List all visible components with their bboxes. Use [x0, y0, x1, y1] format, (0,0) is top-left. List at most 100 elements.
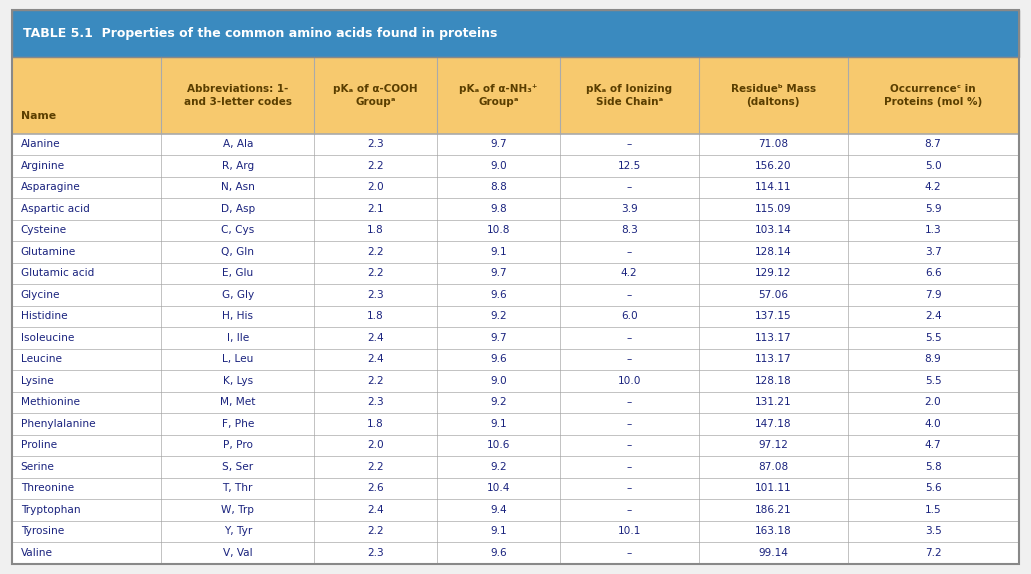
- Text: A, Ala: A, Ala: [223, 139, 253, 149]
- Text: 113.17: 113.17: [755, 333, 792, 343]
- Text: 10.4: 10.4: [487, 483, 510, 494]
- Text: 4.2: 4.2: [925, 183, 941, 192]
- Text: Alanine: Alanine: [21, 139, 60, 149]
- Text: –: –: [627, 355, 632, 364]
- Text: T, Thr: T, Thr: [223, 483, 253, 494]
- Text: pKₐ of α-NH₃⁺
Groupᵃ: pKₐ of α-NH₃⁺ Groupᵃ: [459, 84, 537, 107]
- Text: –: –: [627, 505, 632, 515]
- Text: Isoleucine: Isoleucine: [21, 333, 74, 343]
- Text: 2.4: 2.4: [925, 312, 941, 321]
- Text: 9.6: 9.6: [490, 355, 506, 364]
- Text: Histidine: Histidine: [21, 312, 67, 321]
- Text: 8.9: 8.9: [925, 355, 941, 364]
- Text: Proline: Proline: [21, 440, 57, 451]
- Text: Glycine: Glycine: [21, 290, 60, 300]
- Text: 7.2: 7.2: [925, 548, 941, 558]
- Text: L, Leu: L, Leu: [222, 355, 254, 364]
- Text: 9.1: 9.1: [490, 419, 506, 429]
- Text: 9.6: 9.6: [490, 290, 506, 300]
- Text: 147.18: 147.18: [755, 419, 792, 429]
- Text: I, Ile: I, Ile: [227, 333, 248, 343]
- Text: 5.0: 5.0: [925, 161, 941, 171]
- Text: Serine: Serine: [21, 462, 55, 472]
- Text: 2.3: 2.3: [367, 139, 384, 149]
- Text: Cysteine: Cysteine: [21, 226, 67, 235]
- Text: 5.6: 5.6: [925, 483, 941, 494]
- Text: 2.4: 2.4: [367, 333, 384, 343]
- Text: 6.6: 6.6: [925, 269, 941, 278]
- Text: Y, Tyr: Y, Tyr: [224, 526, 252, 537]
- Text: 2.0: 2.0: [367, 440, 384, 451]
- Text: 97.12: 97.12: [758, 440, 788, 451]
- Text: –: –: [627, 397, 632, 408]
- Text: 2.1: 2.1: [367, 204, 384, 214]
- Text: 115.09: 115.09: [755, 204, 792, 214]
- Text: 7.9: 7.9: [925, 290, 941, 300]
- Text: 8.7: 8.7: [925, 139, 941, 149]
- Text: 4.7: 4.7: [925, 440, 941, 451]
- Text: 57.06: 57.06: [758, 290, 788, 300]
- Text: G, Gly: G, Gly: [222, 290, 254, 300]
- Text: Q, Gln: Q, Gln: [222, 247, 255, 257]
- Text: 131.21: 131.21: [755, 397, 792, 408]
- Text: 2.2: 2.2: [367, 161, 384, 171]
- Text: Valine: Valine: [21, 548, 53, 558]
- Text: –: –: [627, 419, 632, 429]
- Text: 2.6: 2.6: [367, 483, 384, 494]
- Text: 5.8: 5.8: [925, 462, 941, 472]
- Text: 10.6: 10.6: [487, 440, 510, 451]
- Text: 2.3: 2.3: [367, 290, 384, 300]
- Text: Tyrosine: Tyrosine: [21, 526, 64, 537]
- Text: 9.1: 9.1: [490, 247, 506, 257]
- Text: 9.0: 9.0: [490, 376, 507, 386]
- Text: –: –: [627, 483, 632, 494]
- Text: 10.0: 10.0: [618, 376, 641, 386]
- Text: –: –: [627, 333, 632, 343]
- Text: –: –: [627, 183, 632, 192]
- Text: 113.17: 113.17: [755, 355, 792, 364]
- Text: 1.3: 1.3: [925, 226, 941, 235]
- Text: –: –: [627, 290, 632, 300]
- Text: 9.8: 9.8: [490, 204, 507, 214]
- Text: 128.18: 128.18: [755, 376, 792, 386]
- Text: 12.5: 12.5: [618, 161, 641, 171]
- Text: 3.9: 3.9: [621, 204, 637, 214]
- Text: Glutamic acid: Glutamic acid: [21, 269, 94, 278]
- Text: 186.21: 186.21: [755, 505, 792, 515]
- Text: 137.15: 137.15: [755, 312, 792, 321]
- Text: 9.2: 9.2: [490, 312, 506, 321]
- Text: 114.11: 114.11: [755, 183, 792, 192]
- Text: E, Glu: E, Glu: [222, 269, 254, 278]
- Text: 103.14: 103.14: [755, 226, 792, 235]
- Text: Residueᵇ Mass
(daltons): Residueᵇ Mass (daltons): [731, 84, 816, 107]
- Text: 10.8: 10.8: [487, 226, 510, 235]
- Text: TABLE 5.1  Properties of the common amino acids found in proteins: TABLE 5.1 Properties of the common amino…: [23, 28, 497, 40]
- Text: 2.2: 2.2: [367, 526, 384, 537]
- Text: 5.5: 5.5: [925, 333, 941, 343]
- Text: 2.2: 2.2: [367, 462, 384, 472]
- Text: pKₐ of Ionizing
Side Chainᵃ: pKₐ of Ionizing Side Chainᵃ: [587, 84, 672, 107]
- Text: Aspartic acid: Aspartic acid: [21, 204, 90, 214]
- Text: 156.20: 156.20: [755, 161, 792, 171]
- Text: 2.2: 2.2: [367, 376, 384, 386]
- Text: 1.5: 1.5: [925, 505, 941, 515]
- Text: Abbreviations: 1-
and 3-letter codes: Abbreviations: 1- and 3-letter codes: [184, 84, 292, 107]
- Text: 9.1: 9.1: [490, 526, 506, 537]
- Text: 4.2: 4.2: [621, 269, 637, 278]
- Text: –: –: [627, 139, 632, 149]
- Text: P, Pro: P, Pro: [223, 440, 253, 451]
- Text: 2.2: 2.2: [367, 247, 384, 257]
- Text: 1.8: 1.8: [367, 226, 384, 235]
- Text: 2.4: 2.4: [367, 355, 384, 364]
- Text: Leucine: Leucine: [21, 355, 62, 364]
- Text: Asparagine: Asparagine: [21, 183, 80, 192]
- Text: 2.0: 2.0: [367, 183, 384, 192]
- Text: 99.14: 99.14: [758, 548, 788, 558]
- Text: M, Met: M, Met: [220, 397, 256, 408]
- Text: 10.1: 10.1: [618, 526, 641, 537]
- Text: R, Arg: R, Arg: [222, 161, 254, 171]
- Bar: [12, 10, 1019, 57]
- Text: 2.4: 2.4: [367, 505, 384, 515]
- Text: Threonine: Threonine: [21, 483, 74, 494]
- Text: 129.12: 129.12: [755, 269, 792, 278]
